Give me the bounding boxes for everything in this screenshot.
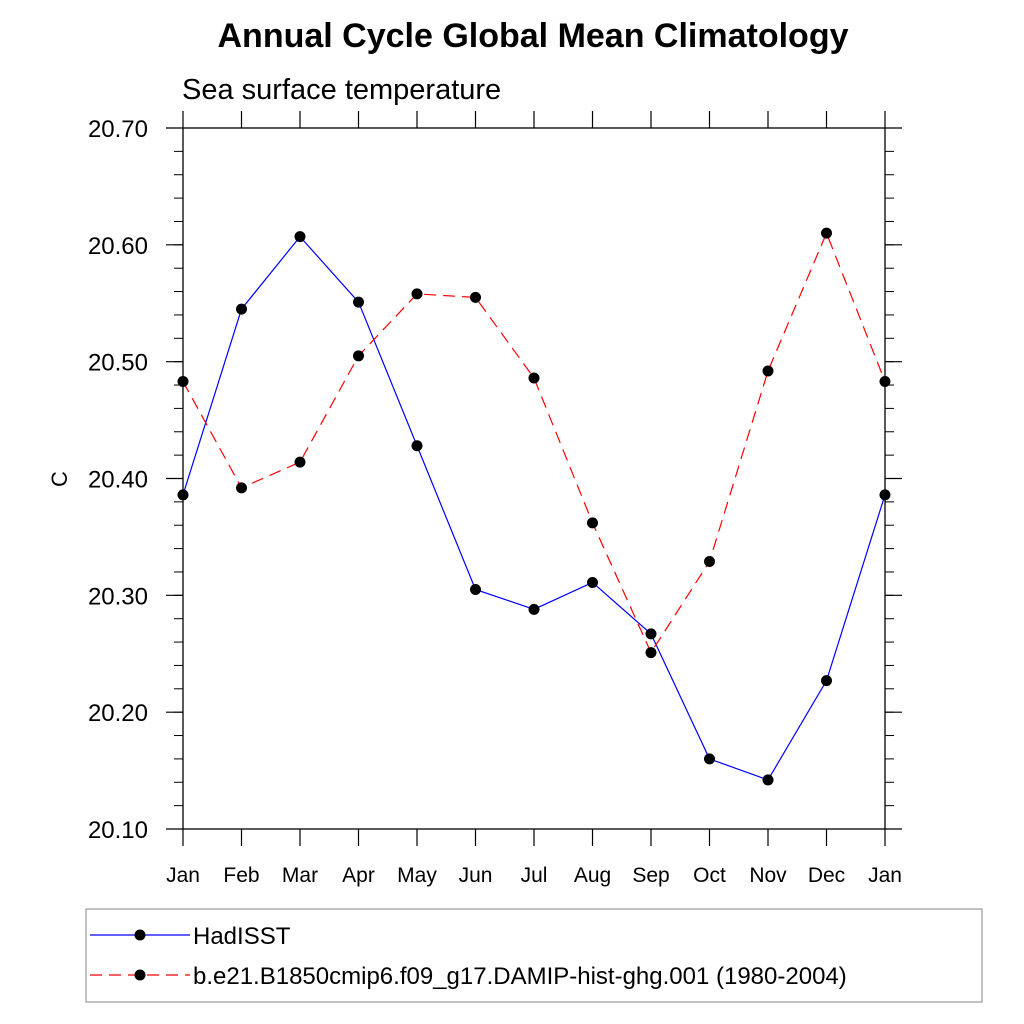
series-0-point (528, 603, 540, 615)
y-tick-label: 20.60 (88, 233, 148, 260)
series-1-point (762, 365, 774, 377)
series-0-point (236, 303, 247, 315)
series-1-point (411, 288, 423, 300)
x-tick-label: May (397, 864, 437, 887)
series-1-point (353, 350, 364, 362)
series-0-point (704, 753, 715, 765)
x-tick-label: Oct (693, 864, 726, 887)
x-tick-label: Jan (868, 864, 902, 887)
x-tick-label: Feb (223, 864, 259, 887)
series-0-point (821, 675, 832, 687)
series-0-point (470, 583, 481, 595)
legend-box (85, 908, 983, 1003)
x-tick-label: Sep (632, 864, 669, 887)
series-1-point (821, 227, 832, 239)
y-tick-label: 20.70 (88, 116, 148, 143)
x-tick-label: Dec (808, 864, 845, 887)
series-0-point (879, 489, 891, 501)
y-tick-label: 20.40 (88, 467, 148, 494)
chart-subtitle: Sea surface temperature (182, 74, 501, 106)
y-tick-label: 20.20 (88, 700, 148, 727)
plot-frame (182, 127, 886, 830)
series-layer (177, 227, 891, 786)
x-tick-label: Mar (282, 864, 318, 887)
x-tick-labels: Jan Feb Mar Apr May Jun Jul Aug Sep Oct Nov Dec Jan (166, 864, 902, 887)
y-tick-labels: 20.10 20.20 20.30 20.40 20.50 20.60 20.70 (88, 116, 148, 844)
series-1-point (879, 376, 891, 388)
series-0-point (587, 576, 598, 588)
series-0-point (762, 774, 774, 786)
series-0-point (294, 231, 306, 243)
x-tick-label: Jan (166, 864, 200, 887)
x-tick-label: Jun (459, 864, 493, 887)
series-1-point (645, 647, 657, 659)
y-tick-label: 20.10 (88, 817, 148, 844)
y-axis-label: C (47, 471, 72, 487)
chart-title: Annual Cycle Global Mean Climatology (218, 17, 849, 55)
y-tick-label: 20.50 (88, 350, 148, 377)
series-1-point (294, 456, 306, 468)
legend-label-damip: b.e21.B1850cmip6.f09_g17.DAMIP-hist-ghg.… (193, 963, 847, 990)
legend-marker-hadisst (134, 929, 146, 941)
x-tick-label: Apr (342, 864, 375, 887)
series-1-point (528, 372, 540, 384)
series-0-point (645, 628, 657, 640)
series-1-point (236, 482, 247, 494)
series-1-point (177, 376, 189, 388)
y-tick-label: 20.30 (88, 583, 148, 610)
x-tick-label: Aug (574, 864, 611, 887)
legend: HadISST b.e21.B1850cmip6.f09_g17.DAMIP-h… (85, 908, 983, 1003)
x-tick-label: Nov (749, 864, 787, 887)
axis-ticks (166, 111, 902, 846)
series-0-point (177, 489, 189, 501)
series-0-point (411, 440, 423, 452)
legend-marker-damip (134, 969, 146, 981)
legend-label-hadisst: HadISST (193, 923, 291, 950)
series-0-point (353, 296, 364, 308)
series-1-point (470, 291, 481, 303)
series-1-point (704, 555, 715, 567)
x-tick-label: Jul (521, 864, 548, 887)
series-1-point (587, 517, 598, 529)
